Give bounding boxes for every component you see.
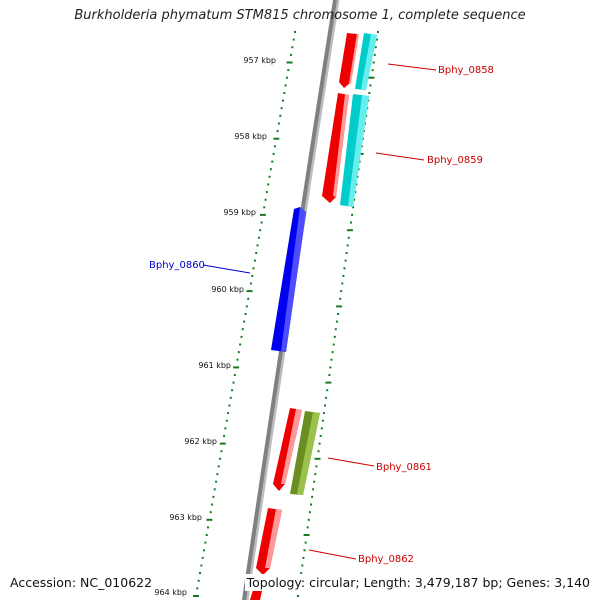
scale-ticks-left [193, 31, 296, 597]
scale-label: 957 kbp [243, 56, 276, 65]
gene-feature-reverse[interactable] [271, 207, 306, 352]
scale-label: 961 kbp [198, 361, 231, 370]
gene-label[interactable]: Bphy_0858 [438, 65, 494, 76]
gene-feature-forward[interactable] [339, 33, 359, 88]
scale-label: 959 kbp [223, 208, 256, 217]
scale-label: 960 kbp [211, 285, 244, 294]
gene-label[interactable]: Bphy_0859 [427, 155, 483, 166]
gene-feature-forward[interactable] [256, 508, 282, 575]
gene-feature-forward[interactable] [355, 33, 377, 90]
scale-label: 962 kbp [184, 437, 217, 446]
gene-feature-forward[interactable] [273, 408, 302, 491]
map-title: Burkholderia phymatum STM815 chromosome … [74, 8, 526, 23]
scale-label: 963 kbp [169, 513, 202, 522]
scale-label: 964 kbp [154, 588, 187, 597]
gene-label[interactable]: Bphy_0860 [149, 260, 205, 271]
accession-text: Accession: NC_010622 [8, 574, 155, 591]
gene-label[interactable]: Bphy_0861 [376, 462, 432, 473]
gene-feature-forward[interactable] [322, 93, 349, 203]
gene-label[interactable]: Bphy_0862 [358, 554, 414, 565]
gene-feature-forward[interactable] [290, 411, 320, 495]
gene-feature-forward[interactable] [340, 94, 369, 207]
gene-labels: Bphy_0858 Bphy_0859 Bphy_0860 Bphy_0861 … [149, 65, 494, 565]
sequence-summary: Topology: circular; Length: 3,479,187 bp… [244, 574, 592, 591]
scale-labels: 957 kbp 958 kbp 959 kbp 960 kbp 961 kbp … [154, 56, 276, 597]
scale-label: 958 kbp [234, 132, 267, 141]
callout-lines [202, 63, 437, 560]
